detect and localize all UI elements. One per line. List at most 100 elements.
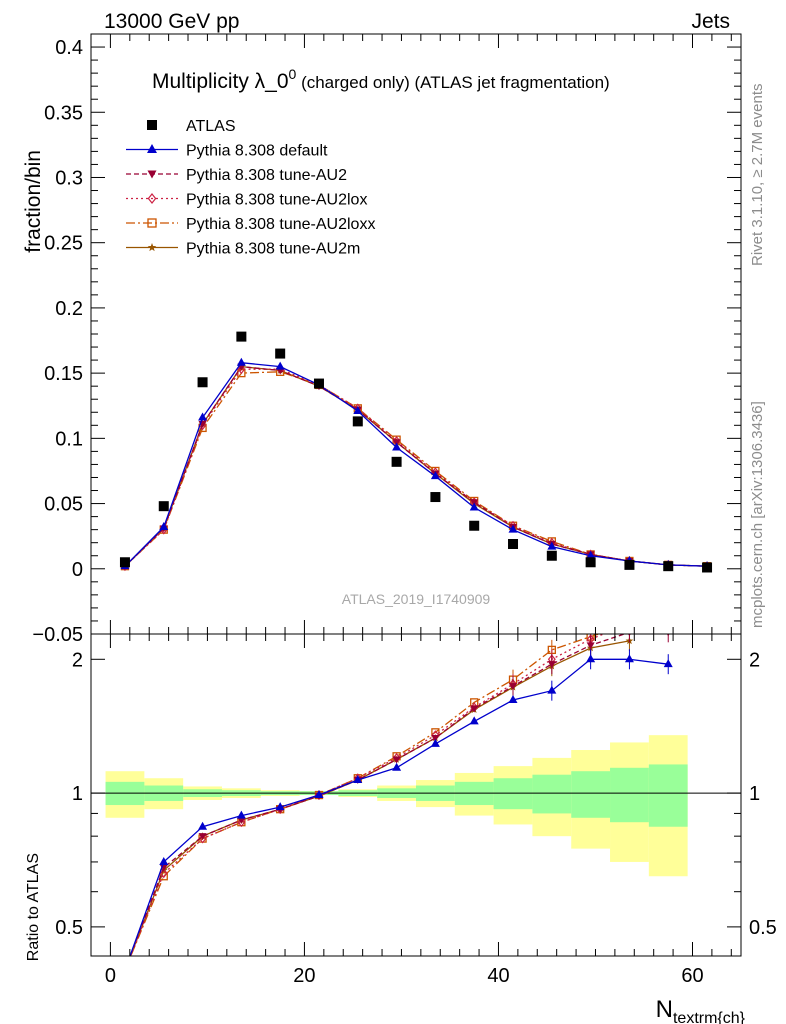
main-ytick-label: 0.35	[44, 102, 83, 124]
main-ylabel: fraction/bin	[22, 150, 45, 253]
data-point	[236, 331, 247, 342]
data-point	[666, 634, 670, 637]
data-point	[547, 685, 557, 694]
legend-entry: Pythia 8.308 tune-AU2lox	[126, 192, 367, 209]
legend-marker	[147, 193, 157, 204]
data-point	[158, 501, 169, 512]
chart-title-rest: (charged only) (ATLAS jet fragmentation)	[296, 73, 609, 92]
data-point	[275, 348, 286, 359]
data-point	[198, 833, 207, 841]
data-point	[628, 634, 631, 637]
main-ytick-label: 0	[72, 559, 83, 581]
data-point	[275, 802, 285, 811]
main-ytick-label: 0.05	[44, 494, 83, 516]
chart-title: Multiplicity λ_00 (charged only) (ATLAS …	[152, 66, 610, 93]
legend-marker	[147, 243, 157, 252]
ratio-ytick-label-right: 2	[749, 649, 760, 671]
ratio-series-layer	[120, 620, 673, 974]
inner-band-segment	[571, 771, 611, 818]
ratio-frame	[90, 633, 742, 957]
data-point	[430, 492, 441, 503]
legend-marker	[147, 144, 157, 153]
ratio-series-pythia-8-308-default	[120, 649, 673, 973]
legend-label: ATLAS	[186, 118, 236, 135]
legend-entry: Pythia 8.308 default	[126, 143, 328, 160]
rivet-label: Rivet 3.1.10, ≥ 2.7M events	[749, 84, 766, 267]
data-point	[159, 522, 169, 531]
legend-label: Pythia 8.308 tune-AU2m	[186, 241, 360, 258]
analysis-watermark: ATLAS_2019_I1740909	[342, 591, 491, 607]
series-line	[124, 371, 708, 567]
data-point	[508, 524, 518, 533]
series-line	[124, 365, 708, 567]
xlabel-sub: textrm{ch}	[673, 1010, 746, 1024]
data-point	[236, 810, 246, 819]
data-point	[353, 405, 363, 414]
data-point	[508, 539, 519, 549]
xlabel-n: N	[656, 996, 673, 1023]
main-ytick-label: 0.25	[44, 233, 83, 255]
legend: ATLAS Pythia 8.308 default Pythia 8.308 tu…	[126, 118, 375, 258]
data-point	[469, 716, 479, 725]
data-point	[198, 412, 208, 421]
legend-entry: Pythia 8.308 tune-AU2loxx	[126, 216, 375, 233]
data-point	[236, 357, 246, 366]
data-point	[391, 456, 402, 467]
main-ytick-label: 0.2	[55, 298, 83, 320]
data-point	[586, 654, 596, 663]
data-point	[119, 557, 130, 568]
data-point	[626, 620, 632, 628]
data-point	[586, 642, 595, 650]
axes-layer: −0.05 0 0.05 0.1 0.15 0.2 0.25 0.3 0.35 0.4 0.5 0.5…	[32, 33, 777, 987]
xtick-label: 20	[293, 965, 315, 987]
xtick-label: 40	[487, 965, 509, 987]
data-point	[314, 790, 324, 799]
data-point	[586, 550, 596, 559]
data-point	[508, 694, 518, 703]
data-point	[121, 967, 129, 974]
main-series-pythia-8-308-tune-au2loxx	[120, 367, 712, 571]
series-line	[124, 362, 708, 567]
legend-entry: Pythia 8.308 tune-AU2	[126, 167, 347, 184]
data-point	[430, 738, 440, 747]
chart-title-sup: 0	[289, 66, 297, 82]
data-point	[392, 442, 402, 451]
legend-entry: Pythia 8.308 tune-AU2m	[126, 241, 360, 258]
data-point	[547, 661, 556, 669]
data-point	[120, 965, 129, 973]
ratio-ytick-label-right: 1	[749, 783, 760, 805]
ratio-ylabel: Ratio to ATLAS	[25, 853, 42, 961]
data-point	[237, 817, 246, 828]
data-point	[430, 471, 440, 480]
data-point	[624, 559, 635, 570]
data-point	[547, 541, 557, 550]
chart-title-main: Multiplicity λ_0	[152, 70, 289, 93]
inner-band-segment	[532, 774, 572, 814]
series-line	[124, 365, 708, 567]
ratio-ytick-label-left: 2	[72, 649, 83, 671]
main-series-layer	[119, 331, 713, 573]
ratio-ytick-label-left: 1	[72, 783, 83, 805]
xtick-label: 60	[681, 965, 703, 987]
main-ytick-label: 0.15	[44, 363, 83, 385]
legend-marker	[147, 170, 157, 179]
data-point	[352, 416, 363, 427]
data-point	[121, 966, 128, 973]
data-point	[624, 654, 634, 663]
legend-marker	[147, 120, 157, 130]
inner-band-segment	[610, 767, 649, 823]
series-line	[124, 368, 708, 567]
main-series-pythia-8-308-tune-au2m	[121, 362, 711, 570]
series-line	[130, 634, 601, 956]
xlabel: Ntextrm{ch}	[656, 996, 746, 1024]
data-point	[663, 659, 673, 668]
mcplots-label: mcplots.cern.ch [arXiv:1306.3436]	[749, 401, 766, 628]
data-point	[509, 683, 518, 691]
data-point	[197, 377, 208, 388]
xtick-label: 0	[105, 965, 116, 987]
legend-entry: ATLAS	[147, 118, 236, 135]
data-point	[198, 833, 207, 844]
legend-label: Pythia 8.308 tune-AU2lox	[186, 192, 367, 209]
header-left: 13000 GeV pp	[104, 10, 239, 33]
